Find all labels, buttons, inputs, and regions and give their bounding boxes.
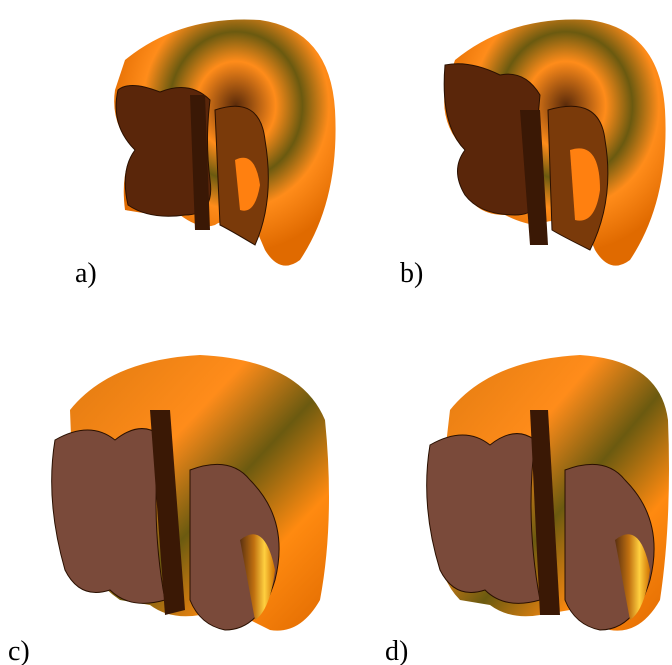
surface-b	[444, 20, 665, 266]
panel-label: c)	[8, 636, 30, 665]
panel-label: d)	[385, 636, 408, 665]
panel-label: a)	[75, 258, 97, 289]
panel-label: b)	[400, 258, 423, 289]
surface-a	[114, 20, 335, 266]
figure: a) b) c) d)	[0, 0, 672, 665]
surface-d	[427, 355, 669, 631]
surface-c	[52, 355, 329, 631]
